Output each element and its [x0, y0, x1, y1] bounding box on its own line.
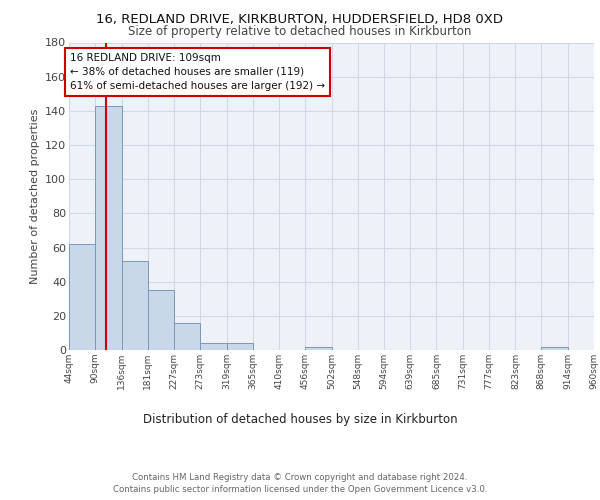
Bar — [174, 322, 200, 350]
Bar — [122, 261, 148, 350]
Text: 16 REDLAND DRIVE: 109sqm
← 38% of detached houses are smaller (119)
61% of semi-: 16 REDLAND DRIVE: 109sqm ← 38% of detach… — [70, 52, 325, 91]
Text: Size of property relative to detached houses in Kirkburton: Size of property relative to detached ho… — [128, 25, 472, 38]
Text: Contains HM Land Registry data © Crown copyright and database right 2024.
Contai: Contains HM Land Registry data © Crown c… — [113, 472, 487, 494]
Text: 16, REDLAND DRIVE, KIRKBURTON, HUDDERSFIELD, HD8 0XD: 16, REDLAND DRIVE, KIRKBURTON, HUDDERSFI… — [97, 12, 503, 26]
Bar — [95, 106, 122, 350]
Bar — [541, 346, 568, 350]
Y-axis label: Number of detached properties: Number of detached properties — [29, 108, 40, 284]
Bar — [227, 343, 253, 350]
Text: Distribution of detached houses by size in Kirkburton: Distribution of detached houses by size … — [143, 412, 457, 426]
Bar — [69, 244, 95, 350]
Bar — [148, 290, 174, 350]
Bar — [305, 346, 331, 350]
Bar — [200, 343, 227, 350]
